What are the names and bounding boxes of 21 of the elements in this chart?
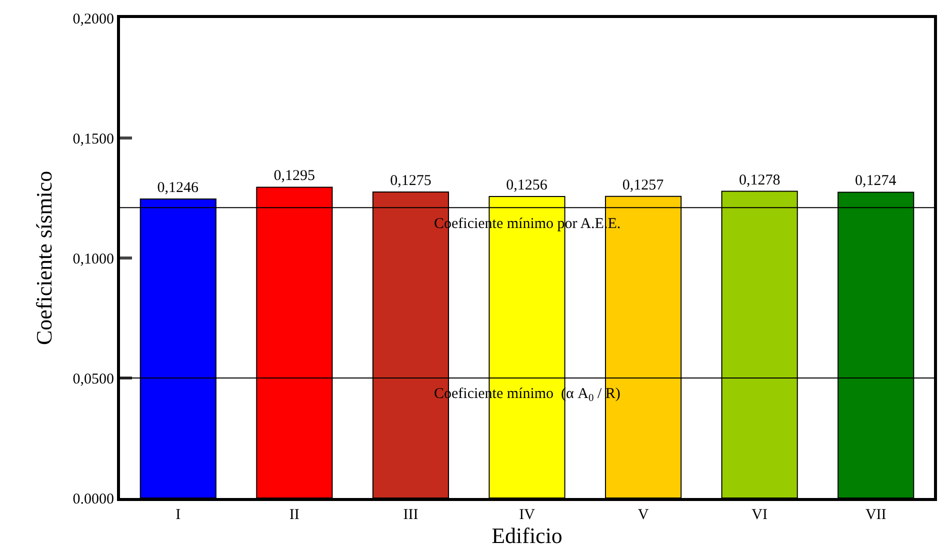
data-label: 0,1278 (738, 172, 780, 188)
y-tick-label: 0.0000 (72, 491, 114, 508)
y-tick-label: 0,0500 (72, 371, 114, 388)
x-tick-label: VI (752, 507, 768, 523)
data-label: 0,1256 (506, 178, 548, 194)
data-label: 0,1246 (157, 180, 200, 196)
x-axis-title: Edificio (492, 523, 562, 548)
data-label: 0,1295 (274, 168, 316, 184)
data-label: 0,1275 (390, 173, 432, 189)
data-label: 0,1274 (854, 173, 897, 190)
data-label: 0,1257 (622, 177, 664, 194)
y-tick-label: 0,2000 (72, 11, 114, 28)
x-tick-label: IV (519, 507, 536, 523)
x-tick-label: III (403, 507, 418, 523)
x-tick-label: V (638, 507, 649, 523)
x-tick-label: II (289, 507, 300, 523)
x-tick-label: I (176, 507, 181, 523)
y-axis-title: Coeficiente sísmico (32, 170, 57, 346)
x-tick-label: VII (865, 507, 886, 523)
y-tick-label: 0,1000 (72, 251, 114, 268)
y-tick-label: 0,1500 (72, 131, 114, 148)
